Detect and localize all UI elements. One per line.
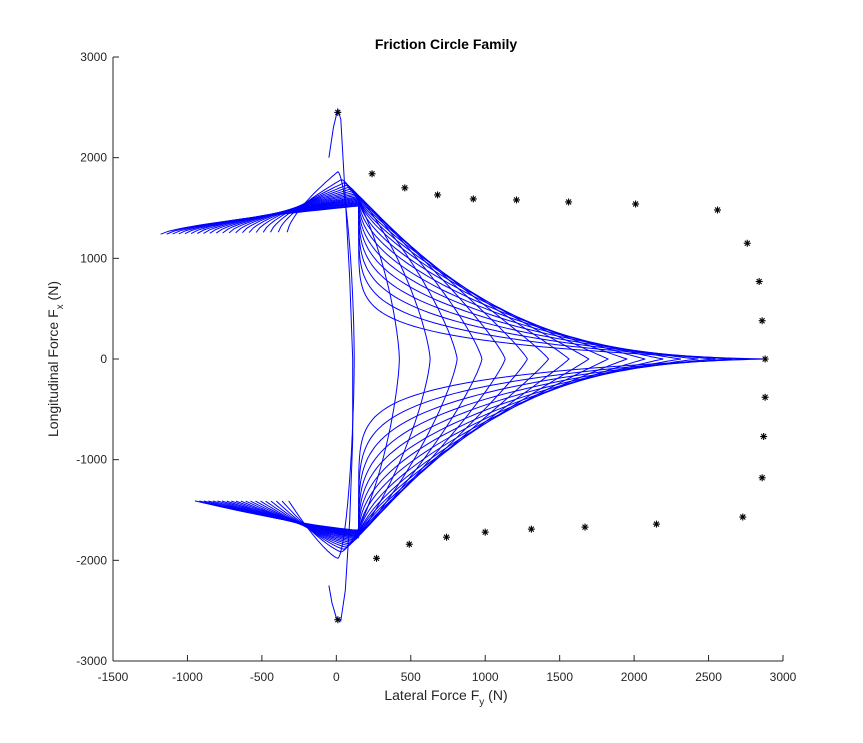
series-curve [209, 197, 628, 538]
y-tick-label: 3000 [80, 50, 107, 64]
asterisk-marker [373, 554, 381, 562]
asterisk-marker [758, 474, 766, 482]
asterisk-marker [527, 525, 535, 533]
x-tick-label: 2500 [695, 670, 722, 684]
asterisk-marker [469, 195, 477, 203]
chart-title: Friction Circle Family [375, 36, 518, 52]
y-axis-label: Longitudinal Force Fx (N) [45, 281, 66, 437]
marker-group [334, 108, 769, 624]
asterisk-marker [443, 533, 451, 541]
asterisk-marker [755, 277, 763, 285]
x-tick-label: -1500 [98, 670, 129, 684]
x-tick-label: 0 [333, 670, 340, 684]
y-tick-label: 0 [100, 352, 107, 366]
x-tick-label: -500 [250, 670, 274, 684]
asterisk-marker [334, 616, 342, 624]
asterisk-marker [405, 540, 413, 548]
y-tick-label: -3000 [76, 654, 107, 668]
y-tick-label: -2000 [76, 553, 107, 567]
asterisk-marker [761, 355, 769, 363]
asterisk-marker [334, 108, 342, 116]
asterisk-marker [758, 317, 766, 325]
asterisk-marker [713, 206, 721, 214]
asterisk-marker [581, 523, 589, 531]
plot-background [113, 57, 783, 661]
x-tick-label: 2000 [621, 670, 648, 684]
x-tick-label: 3000 [770, 670, 797, 684]
x-ticks: -1500 -1000 -500 0 500 1000 1500 2000 2500 3000 [98, 655, 797, 684]
curve-family [160, 107, 766, 622]
y-tick-label: 1000 [80, 251, 107, 265]
asterisk-marker [401, 184, 409, 192]
asterisk-marker [434, 191, 442, 199]
y-tick-label: 2000 [80, 151, 107, 165]
asterisk-marker [368, 170, 376, 178]
x-tick-label: 1500 [546, 670, 573, 684]
asterisk-marker [743, 239, 751, 247]
asterisk-marker [565, 198, 573, 206]
x-axis-label: Lateral Force Fy (N) [384, 687, 507, 708]
series-curve [286, 171, 355, 559]
asterisk-marker [739, 513, 747, 521]
y-tick-label: -1000 [76, 453, 107, 467]
asterisk-marker [761, 393, 769, 401]
asterisk-marker [512, 196, 520, 204]
asterisk-marker [652, 520, 660, 528]
y-ticks: -3000 -2000 -1000 0 1000 2000 3000 [76, 50, 119, 668]
x-tick-label: 1000 [472, 670, 499, 684]
x-tick-label: 500 [401, 670, 421, 684]
asterisk-marker [481, 528, 489, 536]
asterisk-marker [632, 200, 640, 208]
asterisk-marker [760, 433, 768, 441]
x-tick-label: -1000 [172, 670, 203, 684]
